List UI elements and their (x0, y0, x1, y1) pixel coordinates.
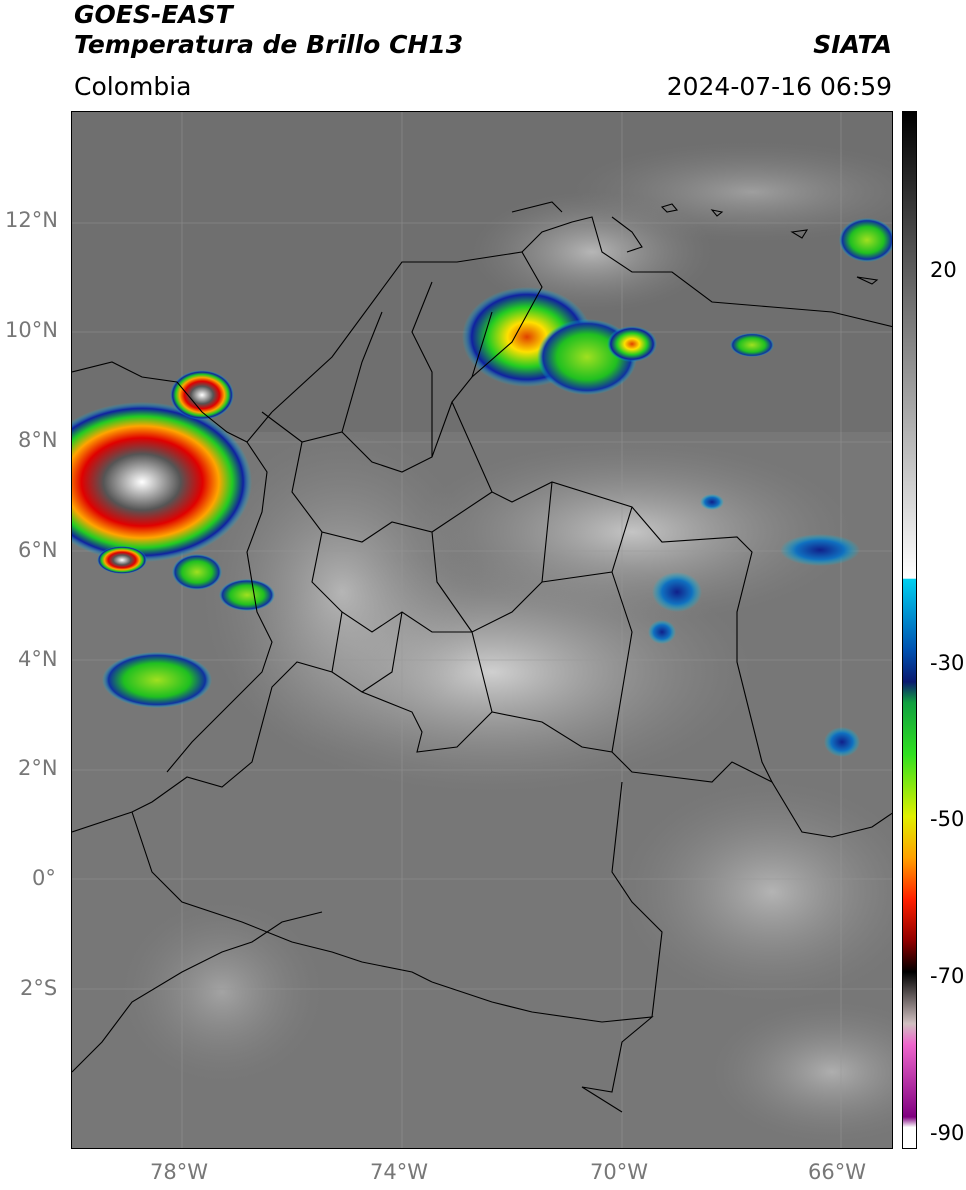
colorbar (902, 111, 917, 1149)
region-label: Colombia (74, 72, 192, 101)
colorbar-label-minus70: -70 (930, 964, 965, 988)
lat-tick-6n: 6°N (18, 538, 58, 562)
colorbar-label-20: 20 (930, 258, 957, 282)
lon-tick-70w: 70°W (590, 1160, 648, 1184)
map-canvas (72, 112, 892, 1148)
lon-tick-66w: 66°W (808, 1160, 866, 1184)
satellite-map (71, 111, 893, 1149)
lat-tick-0: 0° (32, 866, 56, 890)
lat-tick-8n: 8°N (18, 428, 58, 452)
colorbar-label-minus30: -30 (930, 651, 965, 675)
colorbar-label-minus90: -90 (930, 1121, 965, 1145)
lat-tick-2s: 2°S (20, 976, 58, 1000)
colorbar-gradient (903, 112, 916, 1148)
satellite-title: GOES-EAST (74, 0, 233, 29)
organization-label: SIATA (813, 30, 892, 59)
product-title: Temperatura de Brillo CH13 (74, 30, 464, 59)
lon-tick-78w: 78°W (150, 1160, 208, 1184)
lat-tick-10n: 10°N (5, 318, 58, 342)
lat-tick-12n: 12°N (5, 208, 58, 232)
colorbar-label-minus50: -50 (930, 807, 965, 831)
lat-tick-4n: 4°N (18, 647, 58, 671)
timestamp-label: 2024-07-16 06:59 (666, 72, 892, 101)
lat-tick-2n: 2°N (18, 756, 58, 780)
lon-tick-74w: 74°W (370, 1160, 428, 1184)
